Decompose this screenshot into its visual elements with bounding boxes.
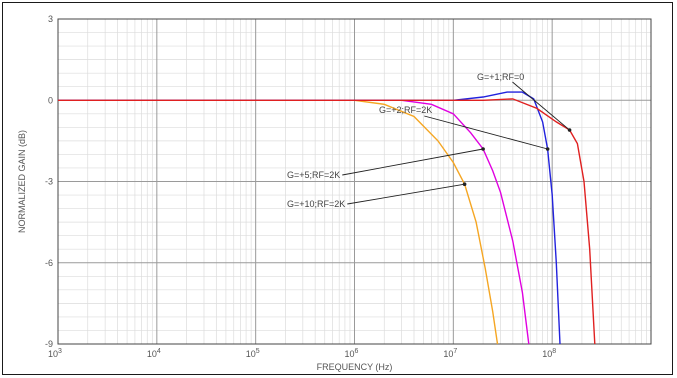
y-axis-label: NORMALIZED GAIN (dB) [17, 130, 27, 233]
annotation-marker [567, 128, 572, 132]
annotation-marker [545, 147, 550, 151]
annotation-leader-line [342, 148, 484, 176]
plot-area-border [57, 18, 652, 345]
y-tick-label: -9 [45, 339, 53, 349]
chart-frame: 3 0 -3 -6 -9 103 104 105 106 107 108 NORMALIZED GA… [2, 2, 673, 375]
x-tick-label: 104 [147, 348, 161, 359]
annotation-label: G=+5;RF=2K [287, 170, 340, 180]
y-tick-label: -6 [45, 258, 53, 268]
annotation-label: G=+2;RF=2K [379, 105, 432, 115]
y-tick-label: 3 [48, 14, 53, 24]
annotation-marker [481, 147, 485, 151]
x-tick-label: 105 [246, 348, 260, 359]
annotation-leader-line [347, 183, 465, 205]
x-tick-label: 108 [542, 348, 556, 359]
annotation-leader-line [512, 81, 570, 131]
x-tick-label: 103 [48, 348, 62, 359]
y-tick-label: 0 [48, 95, 53, 105]
annotation-leader-line [424, 115, 548, 150]
x-tick-label: 107 [443, 348, 457, 359]
y-tick-label: -3 [45, 177, 53, 187]
x-axis-label: FREQUENCY (Hz) [317, 362, 393, 372]
x-tick-label: 106 [345, 348, 359, 359]
annotation-label: G=+10;RF=2K [287, 199, 345, 209]
series-line-1 [58, 99, 499, 345]
series-line-3 [58, 91, 561, 345]
series-line-4 [58, 98, 596, 345]
annotation-label: G=+1;RF=0 [477, 72, 524, 82]
annotation-marker [462, 182, 467, 187]
